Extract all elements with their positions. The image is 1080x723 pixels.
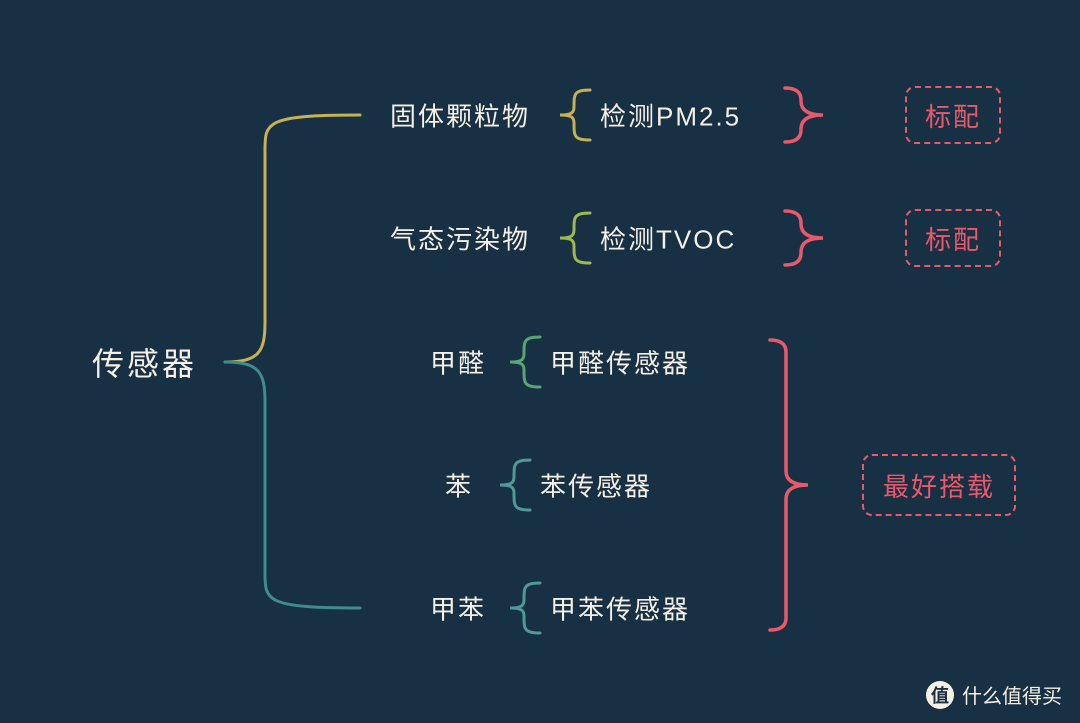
watermark: 值 什么值得买 (926, 680, 1062, 709)
watermark-text: 什么值得买 (962, 680, 1062, 709)
node-child-n2: 检测TVOC (600, 220, 736, 257)
node-label-n5: 甲苯 (430, 590, 486, 627)
tag-0: 标配 (905, 86, 1001, 144)
node-child-n5: 甲苯传感器 (550, 590, 690, 627)
node-child-n1: 检测PM2.5 (600, 97, 741, 134)
tag-2: 最好搭载 (862, 454, 1016, 516)
watermark-badge: 值 (926, 681, 954, 709)
root-label: 传感器 (92, 339, 197, 385)
node-label-n2: 气态污染物 (390, 220, 530, 257)
node-label-n1: 固体颗粒物 (390, 97, 530, 134)
tag-1: 标配 (905, 209, 1001, 267)
node-label-n3: 甲醛 (430, 344, 486, 381)
node-child-n3: 甲醛传感器 (550, 344, 690, 381)
node-label-n4: 苯 (445, 467, 473, 504)
node-child-n4: 苯传感器 (540, 467, 652, 504)
